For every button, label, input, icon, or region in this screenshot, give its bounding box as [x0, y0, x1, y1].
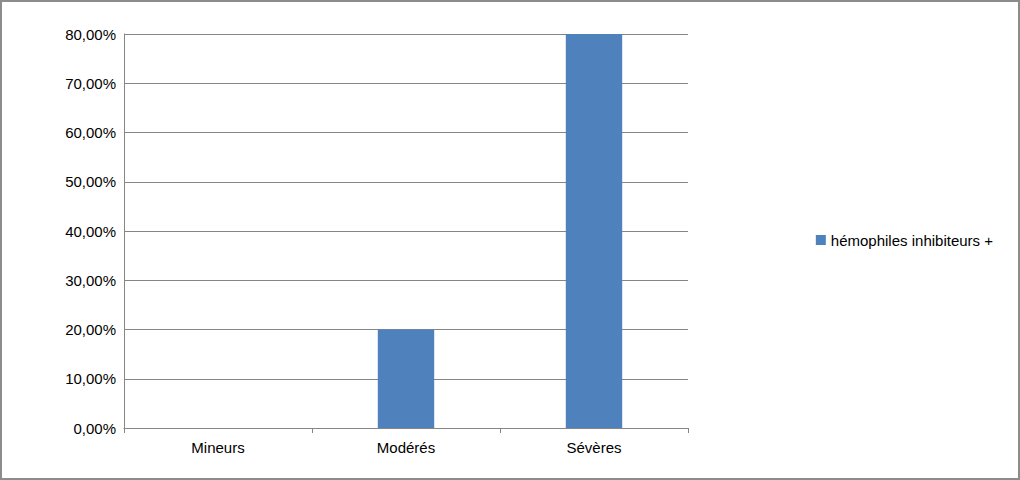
svg-text:Sévères: Sévères: [566, 439, 621, 456]
svg-text:80,00%: 80,00%: [65, 26, 116, 43]
svg-text:50,00%: 50,00%: [65, 173, 116, 190]
svg-text:20,00%: 20,00%: [65, 321, 116, 338]
svg-text:Modérés: Modérés: [377, 439, 435, 456]
svg-text:Mineurs: Mineurs: [191, 439, 244, 456]
svg-text:0,00%: 0,00%: [73, 420, 116, 437]
svg-text:60,00%: 60,00%: [65, 124, 116, 141]
svg-text:hémophiles inhibiteurs +: hémophiles inhibiteurs +: [831, 232, 993, 249]
svg-text:10,00%: 10,00%: [65, 370, 116, 387]
svg-text:30,00%: 30,00%: [65, 272, 116, 289]
svg-text:40,00%: 40,00%: [65, 223, 116, 240]
svg-text:70,00%: 70,00%: [65, 75, 116, 92]
